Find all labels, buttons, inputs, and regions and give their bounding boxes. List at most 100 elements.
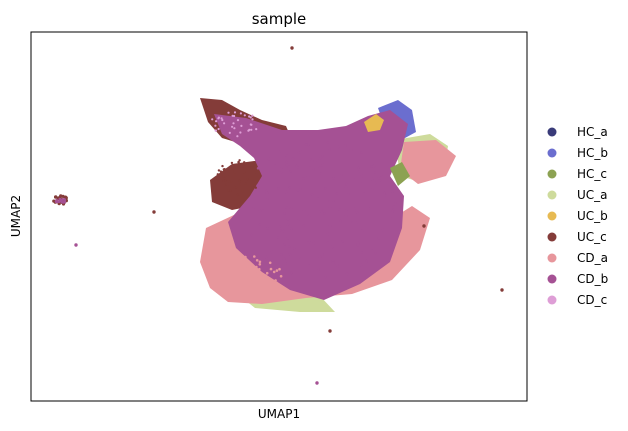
speckle-cd-c-point — [223, 122, 226, 125]
speckle-cd-b-point — [313, 159, 317, 163]
speckle-cd-b-point — [250, 233, 253, 237]
speckle-cd-b-point — [318, 166, 322, 170]
speckle-cd-b-point — [362, 192, 365, 195]
speckle-cd-b-point — [285, 154, 288, 157]
speckle-uc-c-point — [233, 166, 236, 170]
speckle-cd-b-point — [337, 145, 340, 149]
speckle-cd-a-point — [264, 274, 267, 277]
outlier-point — [74, 243, 78, 247]
legend-label-uc-b: UC_b — [577, 209, 608, 223]
speckle-cd-a-point — [250, 278, 254, 281]
speckle-cd-b-point — [256, 184, 259, 187]
speckle-cd-b-point — [312, 168, 316, 171]
speckle-cd-a-point — [279, 274, 283, 278]
speckle-cd-b-point — [349, 148, 353, 152]
speckle-cd-b-point — [330, 245, 334, 249]
speckle-cd-b-point — [266, 198, 269, 201]
speckle-cd-b-point — [299, 188, 302, 191]
speckle-cd-b-point — [270, 250, 274, 254]
speckle-cd-b-point — [365, 259, 368, 263]
speckle-cd-a-point — [256, 273, 260, 277]
speckle-cd-a-point — [268, 261, 272, 265]
speckle-cd-a-point — [255, 282, 259, 286]
speckle-cd-b-point — [261, 209, 265, 213]
speckle-cd-a-point — [278, 267, 281, 271]
outlier-point — [500, 288, 504, 292]
speckle-cd-b-point — [328, 148, 332, 151]
speckle-cd-c-point — [227, 111, 230, 114]
speckle-cd-a-point — [258, 260, 262, 264]
speckle-cd-b-point — [318, 255, 322, 259]
speckle-cd-b-point — [324, 275, 327, 279]
speckle-cd-a-point — [239, 271, 243, 274]
speckle-uc-c-point — [238, 179, 241, 182]
speckle-uc-c-point — [243, 171, 246, 174]
speckle-cd-b-point — [267, 157, 271, 161]
speckle-cd-b-point — [286, 239, 289, 242]
speckle-cd-b-point — [321, 253, 325, 256]
legend-label-uc-c: UC_c — [577, 230, 607, 244]
speckle-cd-b-point — [328, 200, 332, 203]
speckle-cd-c-point — [228, 131, 231, 134]
speckle-cd-b-point — [372, 164, 376, 168]
speckle-cd-c — [211, 111, 258, 138]
speckle-uc-c-point — [227, 189, 230, 192]
speckle-uc-c-point — [214, 177, 217, 180]
speckle-uc-c-point — [253, 171, 256, 175]
speckle-cd-b-point — [390, 217, 393, 220]
speckle-uc-c-point — [244, 182, 247, 185]
x-axis-label: UMAP1 — [258, 407, 300, 421]
speckle-cd-c-point — [250, 123, 253, 126]
outlier-point — [152, 210, 156, 214]
speckle-cd-b-point — [302, 208, 306, 212]
speckle-cd-b-point — [265, 189, 268, 193]
speckle-cd-b-point — [377, 236, 381, 240]
speckle-cd-c-point — [240, 124, 243, 127]
speckle-uc-c-point — [222, 178, 225, 181]
speckle-cd-b-point — [341, 240, 344, 243]
speckle-uc-c-point — [233, 171, 236, 174]
speckle-cd-b-point — [285, 160, 288, 164]
speckle-uc-c-point — [219, 170, 223, 173]
speckle-uc-c-point — [230, 161, 234, 165]
speckle-uc-c-point — [246, 162, 249, 165]
outlier-point — [315, 381, 319, 385]
speckle-cd-a-point — [271, 283, 274, 287]
speckle-uc-c — [214, 159, 257, 197]
speckle-cd-b-point — [288, 186, 292, 189]
speckle-cd-b-point — [354, 221, 358, 225]
speckle-cd-b-point — [319, 210, 323, 213]
speckle-cd-b-point — [355, 211, 359, 214]
speckle-cd-a-point — [255, 259, 259, 262]
speckle-uc-c-point — [226, 179, 230, 183]
legend-label-hc-b: HC_b — [577, 146, 608, 160]
speckle-cd-c-point — [239, 112, 242, 115]
speckle-cd-a-point — [223, 277, 227, 281]
speckle-cd-b-point — [283, 243, 286, 246]
cluster-left-island-point — [54, 195, 58, 199]
speckle-cd-b-point — [310, 193, 314, 196]
speckle-cd-c-point — [232, 122, 235, 125]
speckle-cd-a-point — [237, 257, 240, 260]
speckle-cd-c-point — [251, 114, 254, 117]
speckle-cd-c-point — [214, 129, 217, 132]
speckle-cd-a-point — [257, 277, 261, 280]
speckle-cd-b-point — [357, 170, 360, 174]
cluster-layer — [52, 46, 504, 385]
legend-marker-uc-b — [547, 211, 557, 221]
speckle-uc-c-point — [236, 193, 239, 197]
cluster-uc-b — [364, 114, 384, 132]
speckle-cd-b-point — [371, 177, 374, 181]
speckle-cd-b-point — [312, 241, 316, 245]
legend-label-cd-b: CD_b — [577, 272, 608, 286]
speckle-cd-b-point — [321, 154, 324, 158]
cluster-left-island-point — [59, 194, 63, 198]
speckle-cd-b-point — [309, 158, 312, 161]
speckle-cd-b-point — [265, 191, 269, 195]
speckle-cd-a-point — [242, 259, 245, 263]
speckle-uc-c-point — [251, 164, 254, 168]
speckle-uc-c-point — [242, 167, 245, 170]
speckle-cd-b-point — [267, 160, 271, 163]
speckle-cd-b-point — [299, 150, 303, 154]
speckle-cd-b-point — [307, 264, 311, 268]
